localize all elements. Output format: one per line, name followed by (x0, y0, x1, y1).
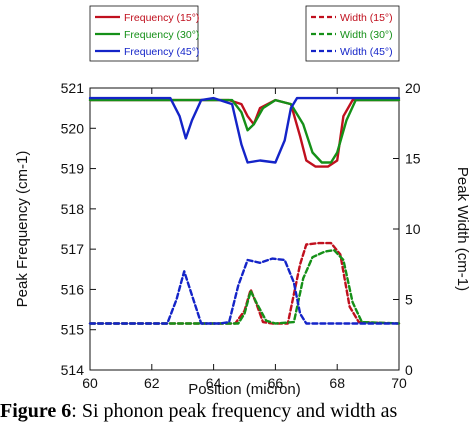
left-tick-label: 517 (61, 241, 85, 257)
x-tick-label: 62 (144, 375, 160, 391)
left-axis-title: Peak Frequency (cm-1) (14, 151, 31, 308)
legend-width-label: Width (45°) (340, 46, 393, 58)
right-tick-label: 5 (405, 292, 413, 308)
x-tick-label: 64 (206, 375, 222, 391)
x-tick-label: 66 (268, 375, 284, 391)
legend-frequency-label: Frequency (30°) (124, 29, 199, 41)
plot-lines (88, 96, 401, 325)
x-axis-title: Position (micron) (188, 381, 301, 398)
series-line-width-45 (88, 257, 401, 325)
legend-width: Width (15°) Width (30°) Width (45°) (305, 5, 400, 62)
left-tick-label: 519 (61, 161, 85, 177)
legend-frequency-label: Frequency (15°) (124, 12, 199, 24)
x-tick-label: 68 (329, 375, 345, 391)
left-tick-label: 520 (61, 120, 85, 136)
right-axis-ticks: 0 5 10 15 20 (393, 80, 421, 378)
left-axis-ticks: 514 515 516 517 518 519 520 521 (61, 80, 96, 378)
x-axis-ticks: 60 62 64 66 68 70 (82, 88, 407, 391)
caption-text: : Si phonon peak frequency and width as (71, 400, 398, 422)
left-tick-label: 514 (61, 362, 85, 378)
series-line-frequency-30 (88, 98, 401, 164)
caption-label: Figure 6 (0, 400, 72, 422)
right-tick-label: 0 (405, 362, 413, 378)
left-tick-label: 515 (61, 322, 85, 338)
left-tick-label: 518 (61, 201, 85, 217)
right-tick-label: 10 (405, 221, 421, 237)
legend-width-label: Width (15°) (340, 12, 393, 24)
x-tick-label: 60 (82, 375, 98, 391)
left-tick-label: 516 (61, 281, 85, 297)
right-axis-title: Peak Width (cm-1) (454, 167, 471, 291)
series-line-frequency-45 (88, 96, 401, 164)
right-tick-label: 15 (405, 151, 421, 167)
plot-frame (89, 87, 400, 371)
legend-frequency: Frequency (15°) Frequency (30°) Frequency … (89, 5, 199, 62)
legend-frequency-label: Frequency (45°) (124, 46, 199, 58)
figure-caption: Figure 6: Si phonon peak frequency and w… (0, 400, 474, 423)
right-tick-label: 20 (405, 80, 421, 96)
left-tick-label: 521 (61, 80, 85, 96)
legend-width-label: Width (30°) (340, 29, 393, 41)
x-tick-label: 70 (391, 375, 407, 391)
